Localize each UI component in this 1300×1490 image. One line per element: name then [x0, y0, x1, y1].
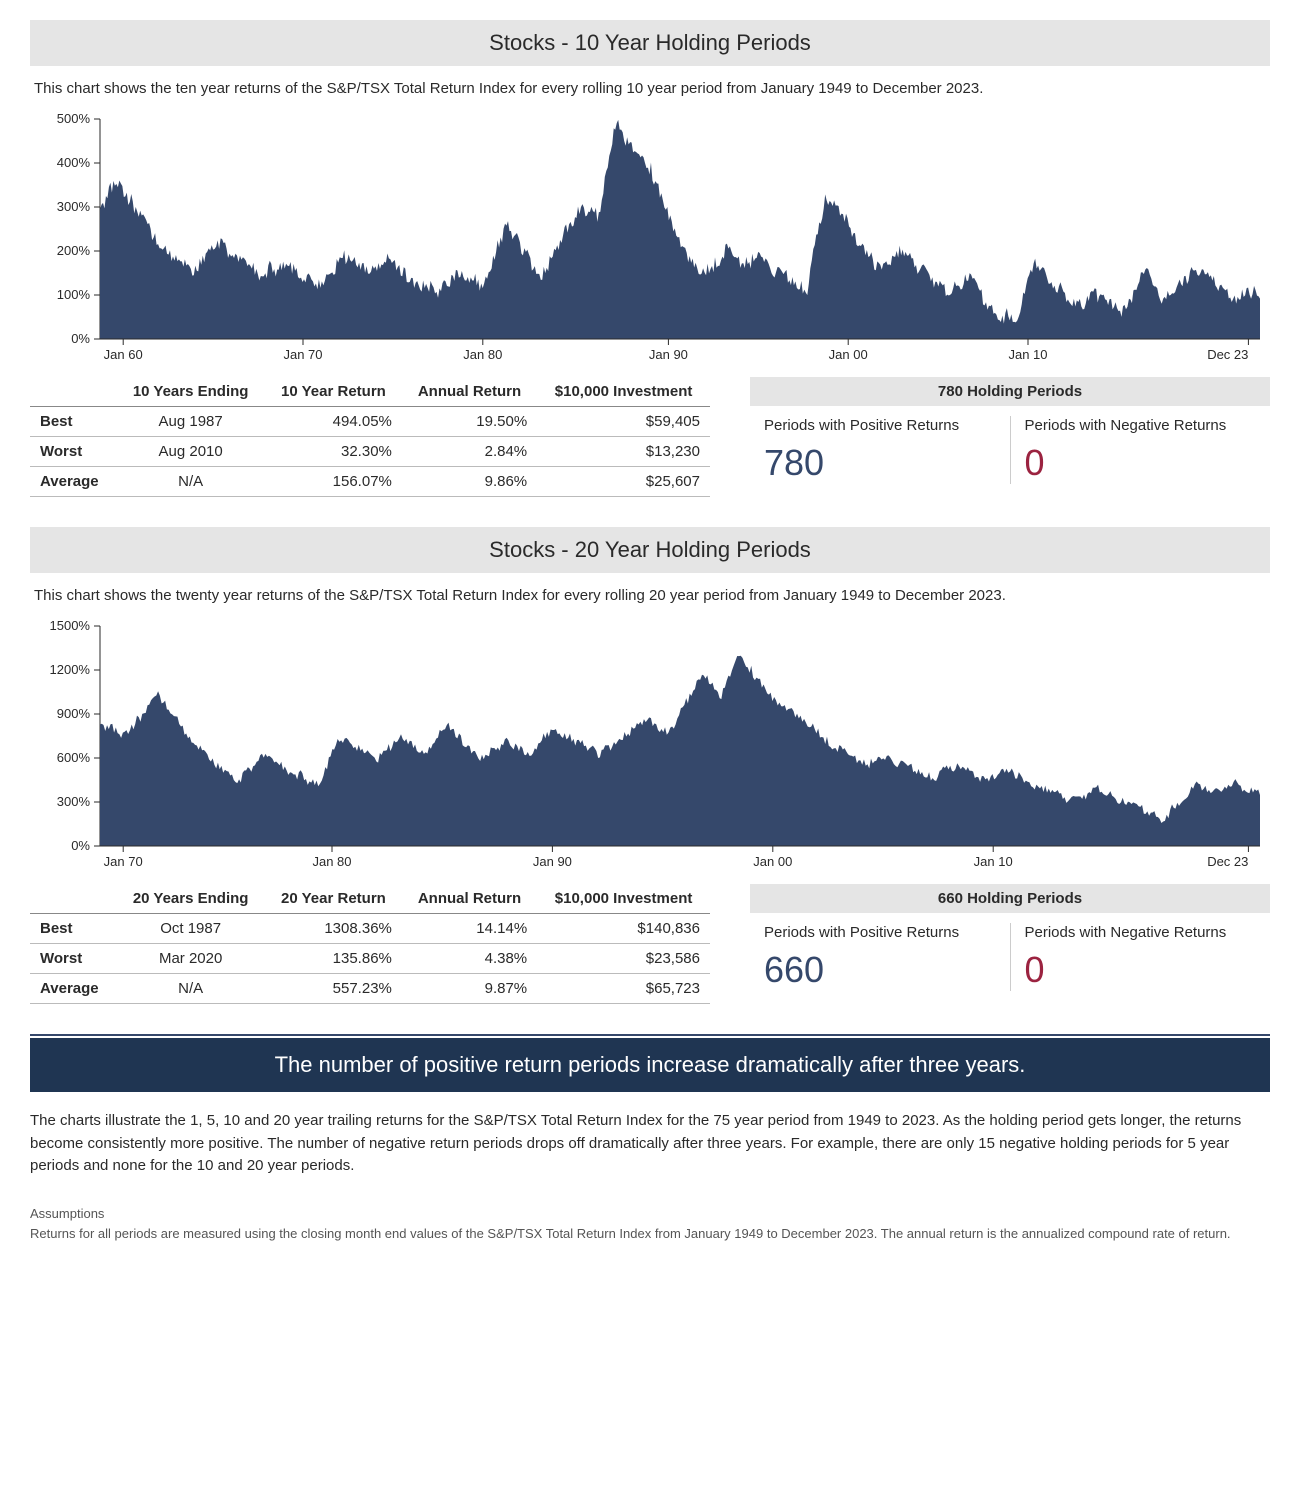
- svg-text:200%: 200%: [57, 243, 91, 258]
- table-header: 20 Years Ending: [116, 884, 265, 914]
- svg-text:0%: 0%: [71, 838, 90, 853]
- svg-text:300%: 300%: [57, 794, 91, 809]
- svg-text:Jan 60: Jan 60: [104, 347, 143, 362]
- chart-20yr: 0% 300% 600% 900% 1200% 1500% Jan 70 Jan 80 Jan …: [30, 616, 1270, 876]
- section-10yr: Stocks - 10 Year Holding Periods This ch…: [30, 20, 1270, 497]
- svg-text:500%: 500%: [57, 111, 91, 126]
- svg-text:Jan 10: Jan 10: [1008, 347, 1047, 362]
- stats-table-20yr: 20 Years Ending20 Year ReturnAnnual Retu…: [30, 884, 710, 1004]
- table-row: WorstAug 201032.30%2.84%$13,230: [30, 437, 710, 467]
- holding-periods-10yr: 780 Holding Periods Periods with Positiv…: [750, 377, 1270, 484]
- svg-text:300%: 300%: [57, 199, 91, 214]
- table-header: Annual Return: [402, 884, 537, 914]
- hp-negative-value: 0: [1025, 442, 1257, 484]
- table-header: $10,000 Investment: [537, 377, 710, 407]
- hp-header: 660 Holding Periods: [750, 884, 1270, 913]
- assumptions-text: Returns for all periods are measured usi…: [30, 1225, 1270, 1243]
- table-header: 10 Years Ending: [116, 377, 265, 407]
- table-header: [30, 377, 116, 407]
- hp-negative-label: Periods with Negative Returns: [1025, 923, 1257, 943]
- svg-text:900%: 900%: [57, 706, 91, 721]
- section-20yr: Stocks - 20 Year Holding Periods This ch…: [30, 527, 1270, 1004]
- stats-table-10yr: 10 Years Ending10 Year ReturnAnnual Retu…: [30, 377, 710, 497]
- table-header: 10 Year Return: [265, 377, 402, 407]
- svg-text:Jan 80: Jan 80: [312, 854, 351, 869]
- hp-negative-value: 0: [1025, 949, 1257, 991]
- table-row: BestAug 1987494.05%19.50%$59,405: [30, 407, 710, 437]
- svg-text:Jan 00: Jan 00: [829, 347, 868, 362]
- table-header: Annual Return: [402, 377, 537, 407]
- svg-text:100%: 100%: [57, 287, 91, 302]
- svg-text:1500%: 1500%: [50, 618, 91, 633]
- svg-text:Jan 90: Jan 90: [649, 347, 688, 362]
- holding-periods-20yr: 660 Holding Periods Periods with Positiv…: [750, 884, 1270, 991]
- svg-text:1200%: 1200%: [50, 662, 91, 677]
- table-row: AverageN/A156.07%9.86%$25,607: [30, 467, 710, 497]
- table-row: WorstMar 2020135.86%4.38%$23,586: [30, 944, 710, 974]
- svg-text:Jan 80: Jan 80: [463, 347, 502, 362]
- svg-text:Jan 70: Jan 70: [283, 347, 322, 362]
- svg-text:400%: 400%: [57, 155, 91, 170]
- svg-text:Jan 10: Jan 10: [974, 854, 1013, 869]
- svg-text:Jan 90: Jan 90: [533, 854, 572, 869]
- summary-section: The number of positive return periods in…: [30, 1034, 1270, 1243]
- svg-text:Jan 00: Jan 00: [753, 854, 792, 869]
- hp-header: 780 Holding Periods: [750, 377, 1270, 406]
- svg-text:600%: 600%: [57, 750, 91, 765]
- hp-positive-value: 780: [764, 442, 996, 484]
- title-bar-20yr: Stocks - 20 Year Holding Periods: [30, 527, 1270, 573]
- table-header: 20 Year Return: [265, 884, 402, 914]
- assumptions-heading: Assumptions: [30, 1206, 1270, 1221]
- hp-positive-value: 660: [764, 949, 996, 991]
- subtitle-20yr: This chart shows the twenty year returns…: [30, 587, 1270, 604]
- summary-body: The charts illustrate the 1, 5, 10 and 2…: [30, 1110, 1270, 1178]
- hp-positive-label: Periods with Positive Returns: [764, 416, 996, 436]
- hp-negative-label: Periods with Negative Returns: [1025, 416, 1257, 436]
- subtitle-10yr: This chart shows the ten year returns of…: [30, 80, 1270, 97]
- svg-text:Jan 70: Jan 70: [104, 854, 143, 869]
- chart-10yr: 0% 100% 200% 300% 400% 500% Jan 60 Jan 70 Jan 80…: [30, 109, 1270, 369]
- svg-text:Dec 23: Dec 23: [1207, 347, 1248, 362]
- svg-text:Dec 23: Dec 23: [1207, 854, 1248, 869]
- svg-text:0%: 0%: [71, 331, 90, 346]
- table-header: [30, 884, 116, 914]
- hp-positive-label: Periods with Positive Returns: [764, 923, 996, 943]
- table-header: $10,000 Investment: [537, 884, 710, 914]
- title-bar-10yr: Stocks - 10 Year Holding Periods: [30, 20, 1270, 66]
- table-row: BestOct 19871308.36%14.14%$140,836: [30, 914, 710, 944]
- table-row: AverageN/A557.23%9.87%$65,723: [30, 974, 710, 1004]
- summary-banner: The number of positive return periods in…: [30, 1038, 1270, 1092]
